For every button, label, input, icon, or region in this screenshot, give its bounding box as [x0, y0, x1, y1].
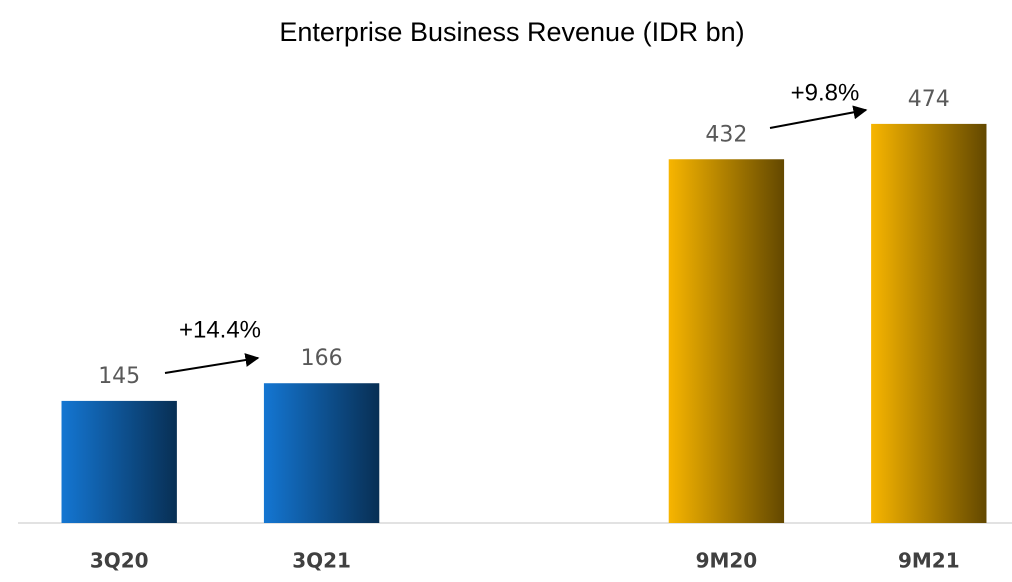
annotation: +14.4% [179, 316, 261, 343]
bar [263, 383, 380, 523]
value-label: 145 [98, 364, 140, 389]
x-tick-label: 9M20 [696, 549, 758, 573]
bar [871, 123, 987, 523]
bar [668, 159, 785, 524]
bar [61, 400, 177, 523]
value-label: 166 [301, 346, 343, 371]
x-tick-label: 9M21 [898, 549, 960, 573]
arrow [164, 353, 260, 374]
arrow [769, 105, 868, 129]
x-tick-label: 3Q20 [90, 549, 149, 573]
value-label: 474 [908, 87, 950, 112]
chart-title: Enterprise Business Revenue (IDR bn) [279, 17, 744, 47]
x-tick-label: 3Q21 [292, 549, 351, 573]
annotation: +9.8% [791, 79, 860, 106]
value-label: 432 [705, 122, 747, 147]
